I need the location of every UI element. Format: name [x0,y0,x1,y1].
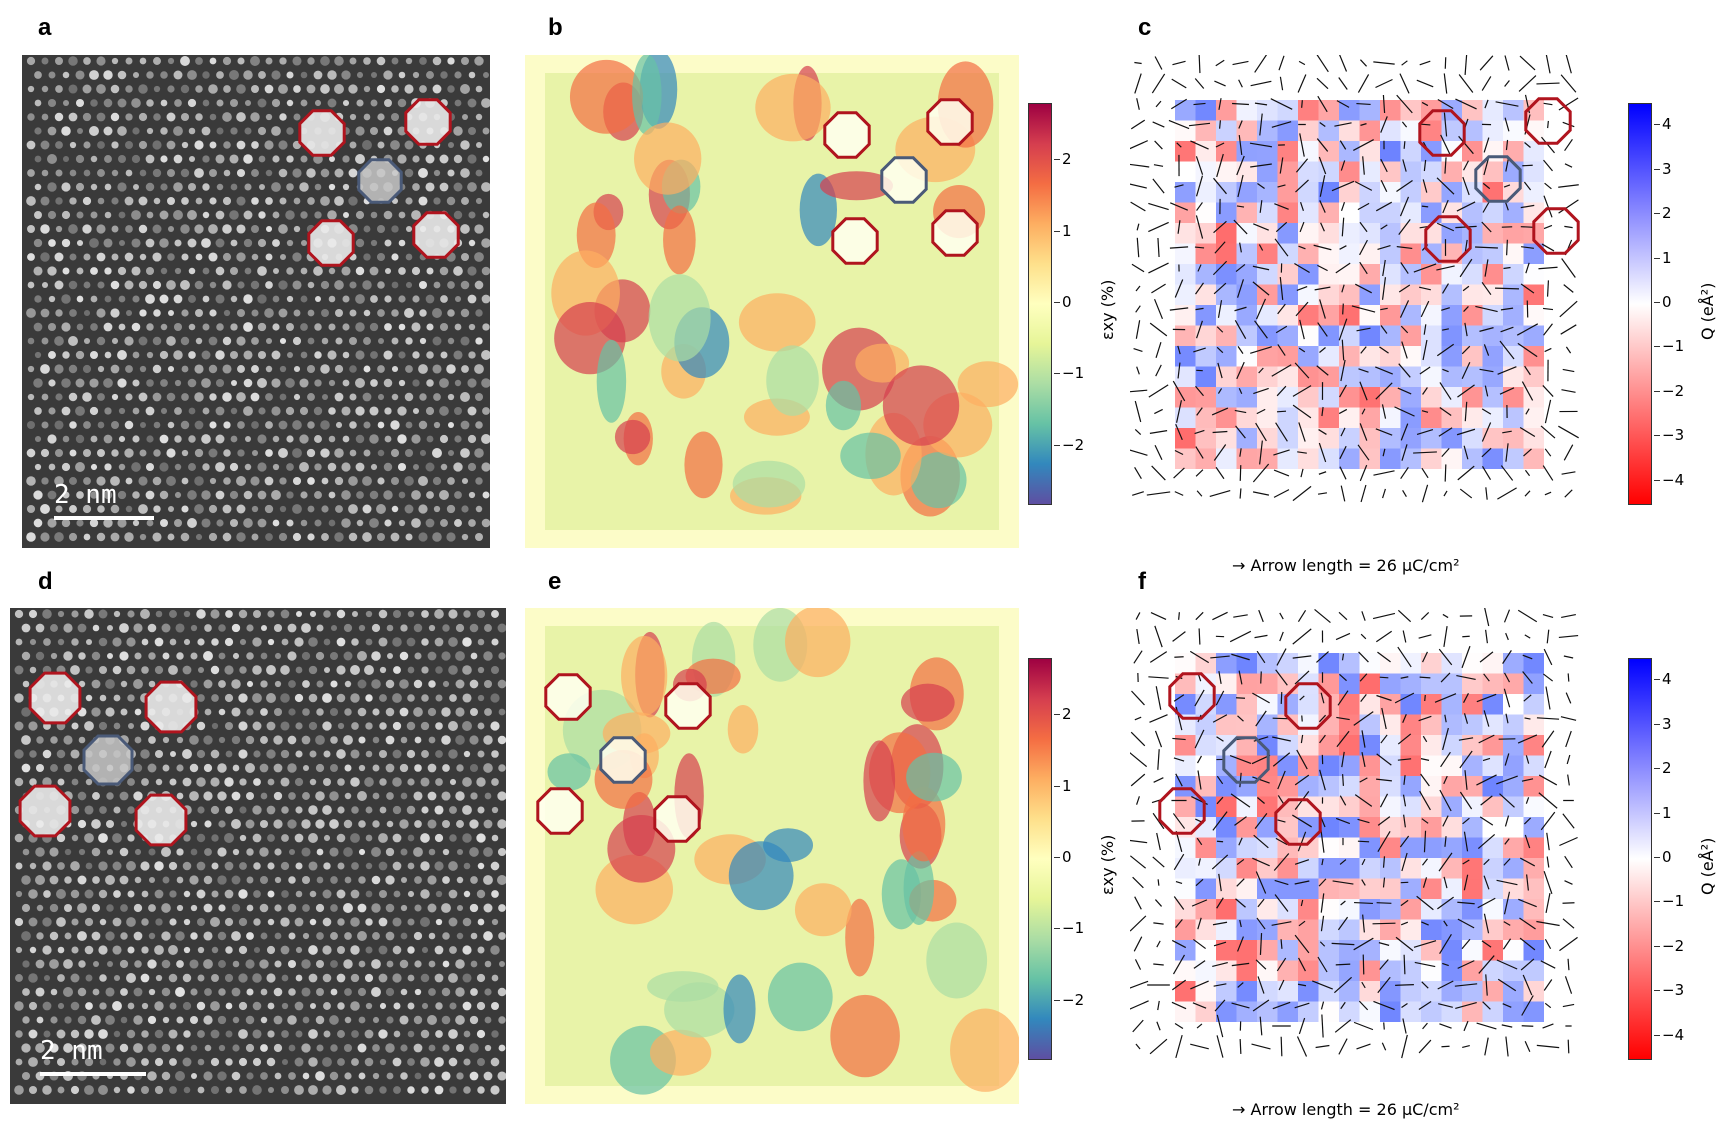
colorbar-tick-label: 3 [1654,159,1672,178]
arrow-caption-text-c: Arrow length = 26 μC/cm² [1250,556,1460,575]
colorbar-tick-label: 2 [1054,150,1072,169]
red-octagon [536,787,584,835]
colorbar-tick-label: −1 [1653,337,1685,356]
red-octagon [831,217,879,265]
polarization-quiver-c [1130,55,1580,503]
blue-octagon [1474,155,1522,203]
panel-letter-d: d [38,568,53,595]
colorbar-tick-label: 1 [1054,221,1072,240]
charge-colorbar-label-top: Q (eÅ²) [1698,282,1717,340]
scalebar-bar-a [54,516,154,520]
red-octagon [1532,207,1580,255]
red-octagon [544,673,592,721]
colorbar-tick-label: 0 [1054,848,1072,866]
colorbar-tick-label: 2 [1054,705,1072,724]
colorbar-tick-label: 2 [1654,204,1672,223]
red-octagon [144,680,198,734]
colorbar-tick-label: 4 [1654,115,1672,134]
red-octagon [931,209,979,257]
colorbar-tick-label: −3 [1653,426,1685,445]
panel-letter-b: b [548,14,563,41]
colorbar-tick-label: 1 [1054,776,1072,795]
colorbar-tick-label: 0 [1054,293,1072,311]
tem-image-d: 2 nm [10,608,506,1104]
strain-colorbar-top [1028,103,1052,505]
arrow-caption-text-f: Arrow length = 26 μC/cm² [1250,1100,1460,1119]
colorbar-tick-label: 0 [1654,848,1672,866]
red-octagon [404,98,452,146]
colorbar-tick-label: 4 [1654,670,1672,689]
strain-field-b [545,55,1019,530]
red-octagon [307,219,355,267]
colorbar-tick-label: 0 [1654,293,1672,311]
colorbar-tick-label: −2 [1653,381,1685,400]
colorbar-tick-label: −3 [1653,981,1685,1000]
colorbar-tick-label: −1 [1653,892,1685,911]
colorbar-tick-label: 3 [1654,714,1672,733]
colorbar-tick-label: −2 [1653,936,1685,955]
scalebar-a: 2 nm [54,480,154,520]
strain-map-b [525,55,1019,548]
blue-octagon [357,158,403,204]
tem-lattice-a [26,56,490,542]
red-octagon [18,784,72,838]
strain-map-e [525,608,1019,1104]
red-octagon [28,671,82,725]
charge-map-c [1130,55,1600,555]
tem-image-a: 2 nm [22,55,490,548]
red-octagon [134,793,188,847]
red-octagon [664,682,712,730]
arrow-caption-f: → Arrow length = 26 μC/cm² [1232,1100,1460,1119]
strain-colorbar-label-top: εxy (%) [1098,279,1117,340]
colorbar-tick-label: −4 [1653,1025,1685,1044]
blue-octagon [1222,736,1270,784]
colorbar-tick-label: −4 [1653,470,1685,489]
polarization-quiver-f [1130,608,1579,1059]
colorbar-tick-label: −2 [1053,990,1085,1009]
scalebar-bar-d [40,1072,146,1076]
red-octagon [1284,682,1332,730]
red-octagon [1274,798,1322,846]
charge-colorbar-top [1628,103,1652,505]
red-octagon [653,795,701,843]
charge-map-f [1130,608,1600,1108]
colorbar-tick-label: 2 [1654,759,1672,778]
tem-lattice-d [14,609,506,1095]
scalebar-label-d: 2 nm [40,1036,103,1066]
scalebar-label-a: 2 nm [54,480,117,510]
panel-letter-c: c [1138,14,1152,41]
red-octagon [1418,109,1466,157]
red-octagon [1524,97,1572,145]
arrow-caption-c: → Arrow length = 26 μC/cm² [1232,556,1460,575]
red-octagon [926,98,974,146]
red-octagon [298,109,346,157]
strain-colorbar-label-bottom: εxy (%) [1098,834,1117,895]
colorbar-tick-label: 1 [1654,803,1672,822]
red-octagon [412,211,460,259]
red-octagon [1424,215,1472,263]
red-octagon [1158,787,1206,835]
panel-letter-a: a [38,14,52,41]
blue-octagon [82,734,134,786]
charge-colorbar-bottom [1628,658,1652,1060]
colorbar-tick-label: −1 [1053,919,1085,938]
red-octagon [823,111,871,159]
colorbar-tick-label: 1 [1654,248,1672,267]
blue-octagon [599,736,647,784]
colorbar-tick-label: −1 [1053,364,1085,383]
blue-octagon [880,156,928,204]
strain-colorbar-bottom [1028,658,1052,1060]
panel-letter-f: f [1138,568,1146,595]
panel-letter-e: e [548,568,562,595]
strain-field-e [536,608,1019,1095]
charge-colorbar-label-bottom: Q (eÅ²) [1698,837,1717,895]
red-octagon [1168,672,1216,720]
colorbar-tick-label: −2 [1053,435,1085,454]
scalebar-d: 2 nm [40,1036,146,1076]
